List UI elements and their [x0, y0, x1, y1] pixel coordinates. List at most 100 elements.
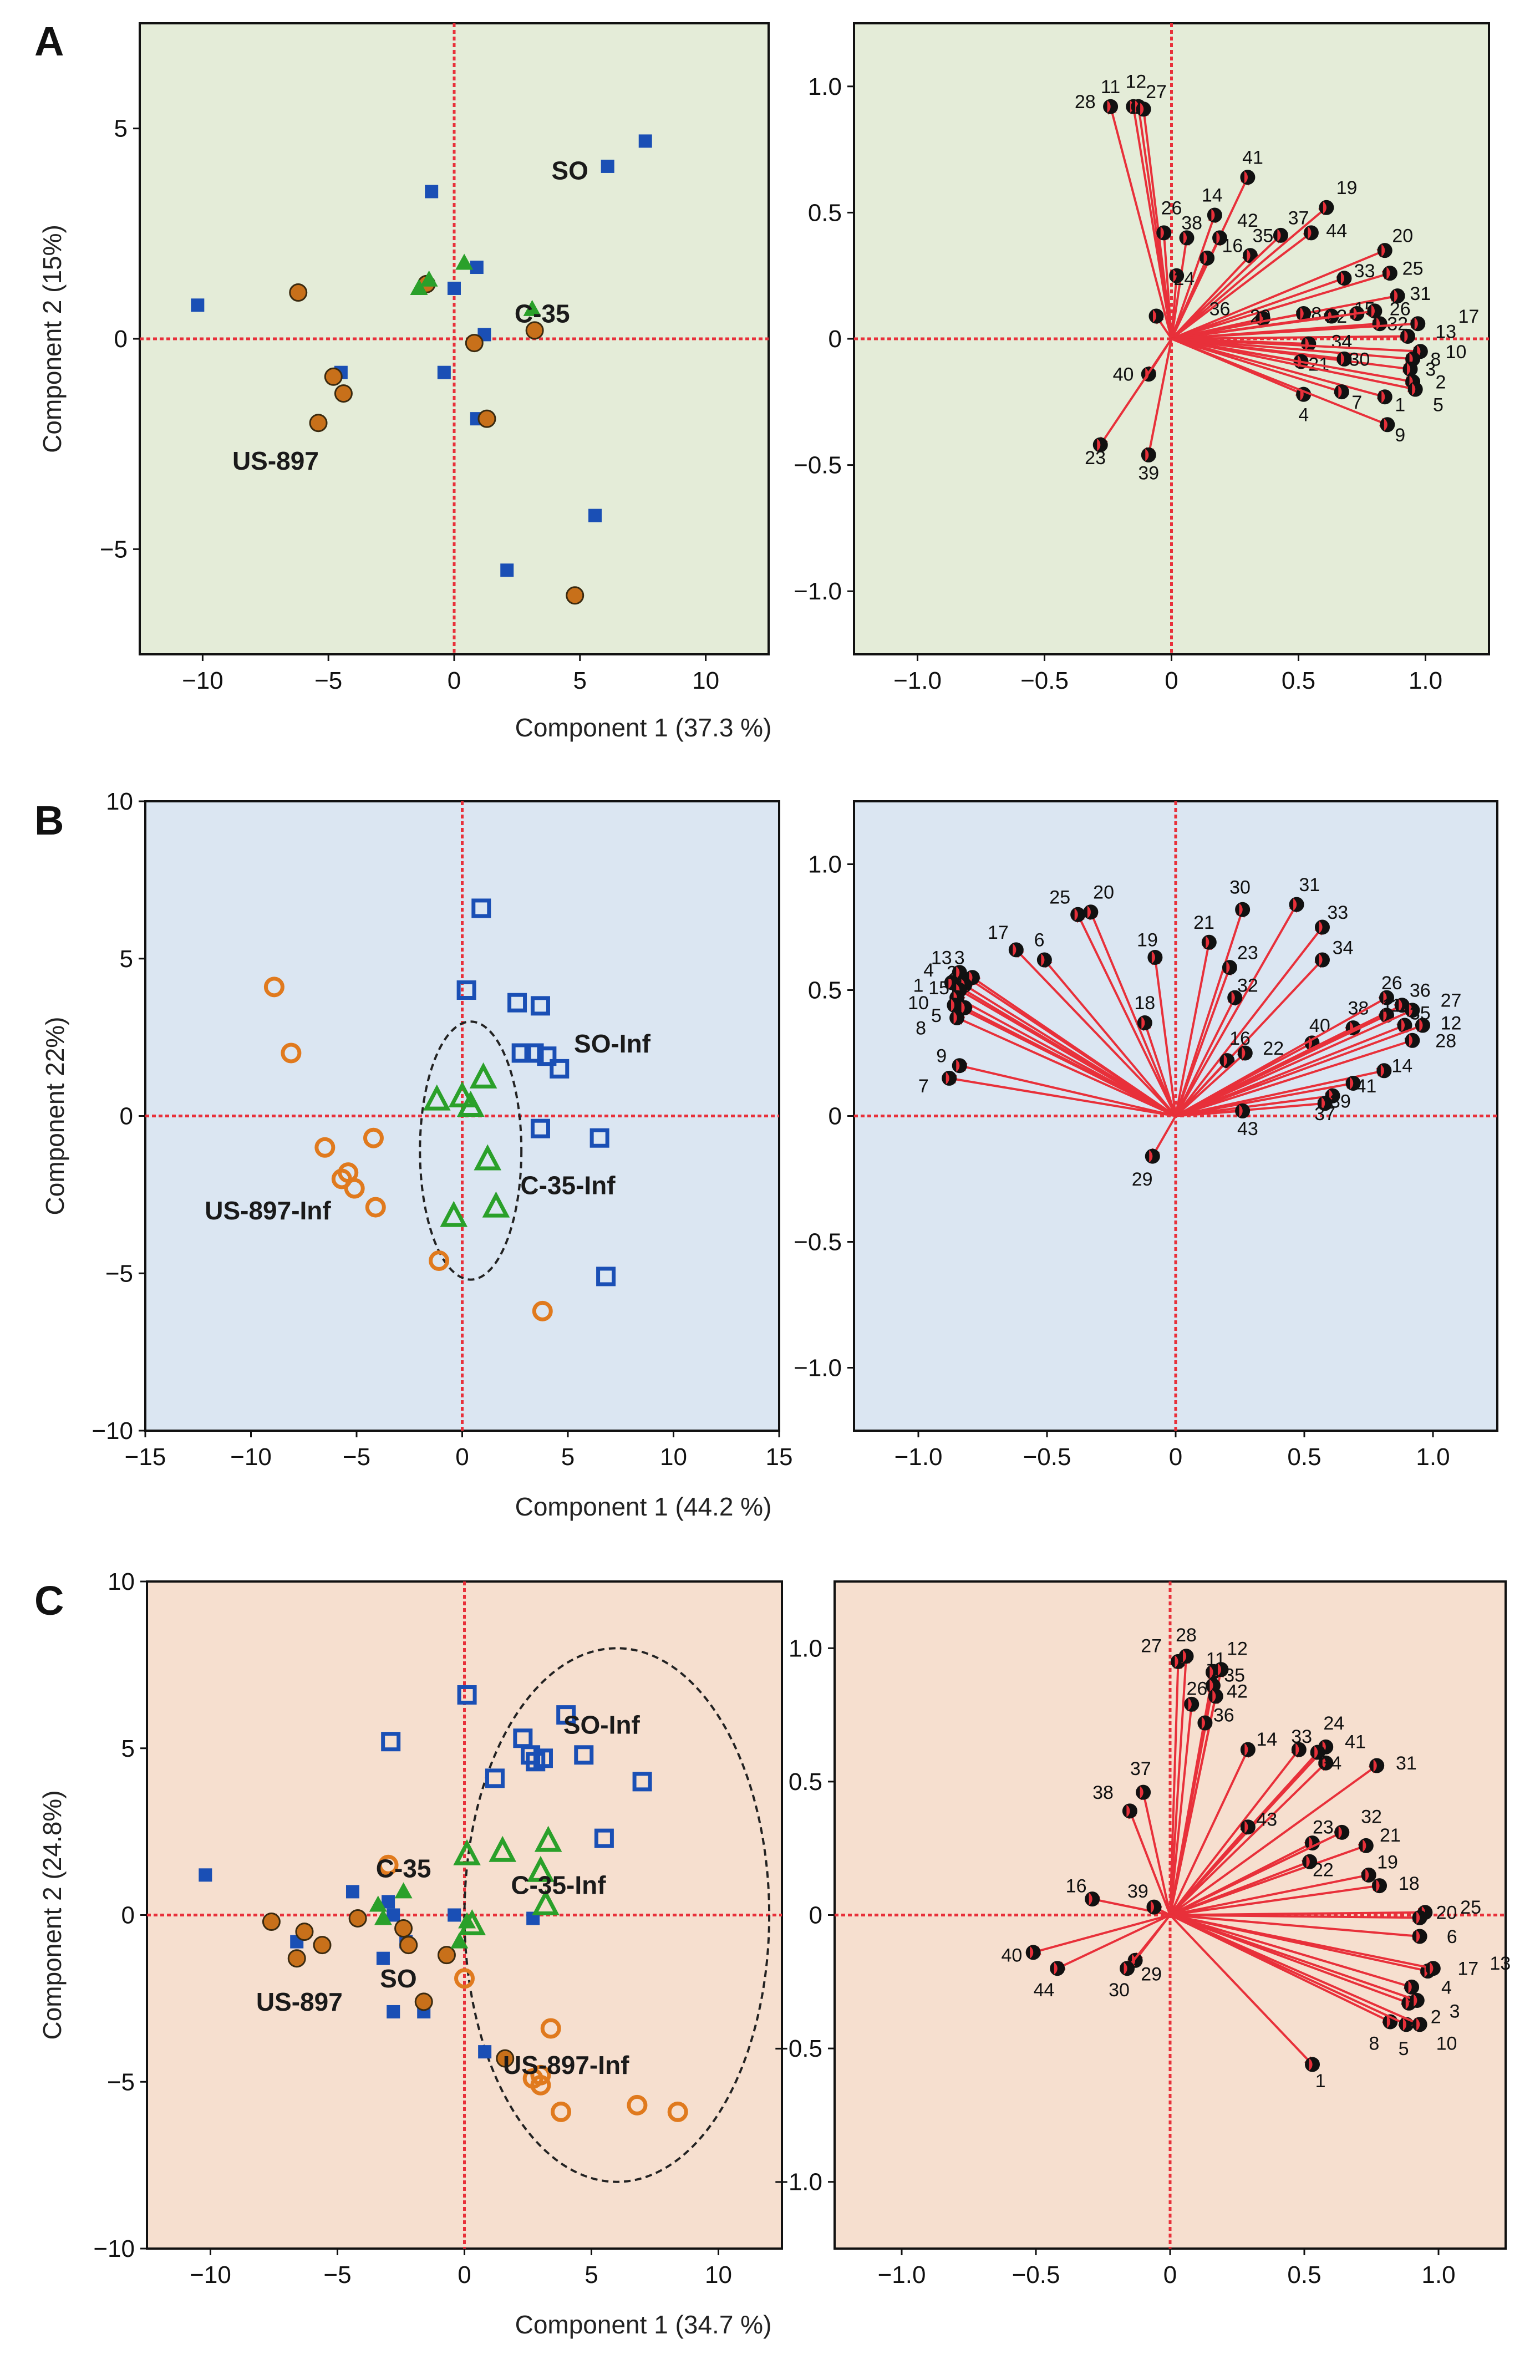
- variable-label: 42: [1237, 210, 1258, 231]
- y-tick-label: −1.0: [794, 578, 842, 605]
- y-tick-label: 0.5: [808, 199, 842, 226]
- loading-point-highlight: [1384, 418, 1387, 431]
- data-point-us-897: [334, 384, 353, 403]
- variable-label: 39: [1138, 462, 1159, 484]
- data-point-c-35-inf: [534, 1825, 562, 1852]
- loading-point-highlight: [1277, 229, 1281, 242]
- x-tick-label: 5: [561, 1443, 575, 1471]
- data-point-so-inf: [574, 1745, 594, 1765]
- variable-label: 33: [1327, 902, 1348, 923]
- data-point-us-897: [437, 1946, 456, 1965]
- loading-point-highlight: [1340, 272, 1345, 284]
- group-label: US-897: [232, 446, 319, 475]
- loading-vector: [1171, 338, 1415, 385]
- loading-vector: [1175, 925, 1324, 1117]
- loading-point-highlight: [1365, 1869, 1369, 1881]
- loading-point-highlight: [1407, 363, 1411, 375]
- panel-label: C: [34, 1578, 64, 1624]
- loading-point-highlight: [1430, 1962, 1434, 1975]
- loading-point-highlight: [1041, 954, 1045, 967]
- data-point-so-inf: [537, 1046, 557, 1066]
- variable-label: 5: [1433, 394, 1444, 415]
- variable-label: 13: [931, 947, 952, 968]
- data-point-so: [199, 1868, 212, 1882]
- data-point-so: [638, 134, 652, 148]
- variable-label: 10: [1436, 2033, 1457, 2054]
- y-tick-label: −5: [100, 536, 128, 563]
- loading-vector: [1171, 249, 1387, 340]
- y-tick-label: −5: [105, 1260, 133, 1287]
- data-point-us-897-inf: [378, 1854, 399, 1875]
- loading-point-highlight: [1338, 1826, 1342, 1839]
- variable-label: 23: [1237, 942, 1258, 963]
- data-point-c-35: [369, 1895, 387, 1912]
- data-point-us-897: [309, 414, 328, 433]
- loading-vector: [1175, 996, 1236, 1117]
- variable-label: 42: [1227, 1681, 1248, 1702]
- loading-point-highlight: [1414, 1994, 1417, 2007]
- x-tick-label: −15: [125, 1443, 166, 1471]
- variable-label: 38: [1348, 998, 1369, 1019]
- variable-label: 9: [1395, 425, 1405, 446]
- data-point-c-35-inf: [469, 1062, 497, 1089]
- loading-point-highlight: [1314, 1746, 1318, 1758]
- variable-label: 12: [1227, 1638, 1248, 1659]
- variable-label: 30: [1349, 349, 1370, 370]
- loading-vector: [1140, 1791, 1171, 1915]
- data-point-us-897: [465, 334, 484, 353]
- data-point-c-35-inf: [453, 1839, 481, 1865]
- data-point-so-inf: [381, 1732, 401, 1752]
- y-tick-label: −0.5: [794, 452, 842, 479]
- variable-label: 34: [1333, 937, 1354, 958]
- variable-label: 31: [1410, 283, 1431, 304]
- loading-point-highlight: [1383, 991, 1387, 1004]
- loading-point-highlight: [1203, 252, 1207, 265]
- loading-point-highlight: [1175, 1655, 1178, 1668]
- variable-label: 17: [988, 922, 1009, 943]
- variable-label: 7: [918, 1076, 929, 1097]
- data-point-us-897-inf: [281, 1042, 302, 1064]
- loading-vector: [1170, 1913, 1422, 1923]
- loading-point-highlight: [1340, 353, 1345, 365]
- loading-vector: [1171, 338, 1344, 394]
- y-tick-label: 1.0: [808, 73, 842, 100]
- loading-vector: [1169, 1914, 1314, 2066]
- variable-label: 27: [1441, 990, 1462, 1011]
- variable-label: 16: [1229, 1028, 1251, 1049]
- loading-point-highlight: [948, 976, 952, 989]
- loading-point-highlight: [1404, 330, 1408, 343]
- group-label: SO: [551, 156, 588, 185]
- data-point-so: [448, 281, 461, 295]
- loading-point-highlight: [1319, 921, 1323, 933]
- data-point-us-897-inf: [429, 1250, 450, 1272]
- y-tick-label: −10: [93, 2235, 135, 2262]
- data-point-us-897: [477, 409, 496, 428]
- loading-point-highlight: [1141, 1016, 1145, 1029]
- variable-label: 14: [1202, 185, 1223, 206]
- data-point-us-897: [414, 1992, 433, 2011]
- loading-vector: [1170, 256, 1208, 339]
- loading-vector: [963, 1006, 1176, 1117]
- loading-vector: [1175, 908, 1245, 1117]
- variable-label: 37: [1130, 1758, 1151, 1779]
- loading-point-highlight: [1295, 1743, 1299, 1756]
- data-point-us-897: [496, 2049, 515, 2068]
- variable-label: 40: [1309, 1015, 1330, 1036]
- loading-vector: [1160, 231, 1173, 339]
- loading-point-highlight: [1244, 1820, 1248, 1833]
- loading-point-highlight: [1209, 1666, 1213, 1679]
- y-tick-label: 0: [829, 1103, 842, 1130]
- loading-point-highlight: [1140, 1786, 1143, 1799]
- variable-label: 13: [1435, 321, 1456, 342]
- loading-point-highlight: [1145, 449, 1149, 461]
- loading-point-highlight: [1226, 961, 1230, 974]
- loading-vector: [955, 1016, 1176, 1117]
- variable-label: 20: [1392, 225, 1413, 246]
- loading-point-highlight: [1124, 1962, 1127, 1975]
- loading-vector: [1171, 338, 1389, 426]
- variable-label: 36: [1213, 1705, 1234, 1726]
- variable-label: 31: [1396, 1753, 1417, 1774]
- variable-label: 39: [1127, 1881, 1148, 1902]
